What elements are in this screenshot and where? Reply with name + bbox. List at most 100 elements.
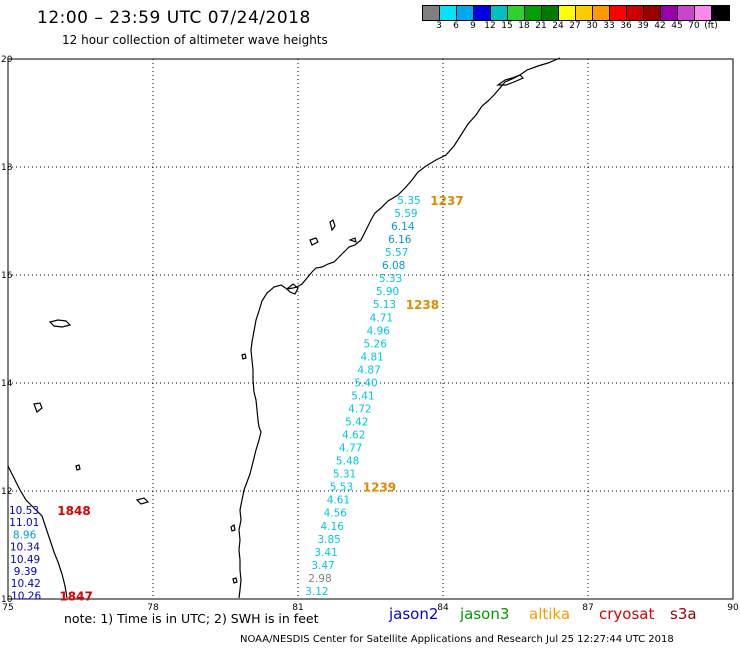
coastline-detail-5 (230, 524, 236, 532)
colorbar-label: 27 (569, 21, 581, 31)
x-axis-label: 81 (292, 603, 303, 613)
y-axis-label: 14 (1, 379, 13, 389)
colorbar-label: (ft) (704, 21, 718, 31)
coastline-india-east (238, 57, 561, 599)
colorbar-label: 36 (620, 21, 632, 31)
swh-value-altika: 6.16 (388, 234, 412, 246)
colorbar-swatch (508, 6, 525, 20)
satellite-legend-jason2: jason2 (389, 605, 439, 623)
coastline-krishna-delta (286, 283, 299, 295)
colorbar-swatch (576, 6, 593, 20)
colorbar-swatch (712, 6, 729, 20)
colorbar-label: 21 (535, 21, 547, 31)
swh-value-altika: 6.14 (391, 221, 415, 233)
colorbar-swatch (678, 6, 695, 20)
swh-value-altika: 5.48 (336, 456, 359, 468)
swh-value-altika: 5.33 (379, 273, 402, 285)
colorbar-label: 15 (501, 21, 513, 31)
satellite-legend-s3a: s3a (670, 605, 697, 623)
swh-value-altika: 2.98 (308, 573, 331, 585)
y-axis-label: 10 (1, 595, 13, 605)
colorbar-swatch (542, 6, 559, 20)
map-title: 12:00 – 23:59 UTC 07/24/2018 (37, 8, 311, 28)
colorbar-label: 33 (603, 21, 615, 31)
swh-value-cryosat: 10.53 (9, 505, 39, 517)
map-subtitle: 12 hour collection of altimeter wave hei… (62, 33, 328, 47)
x-axis-label: 75 (2, 603, 13, 613)
colorbar-swatch (661, 6, 678, 20)
colorbar-label: 9 (470, 21, 476, 31)
colorbar-label: 30 (586, 21, 598, 31)
map-grid (8, 59, 733, 599)
map-frame (7, 58, 734, 600)
swh-value-altika: 5.13 (373, 299, 396, 311)
footer-credit: NOAA/NESDIS Center for Satellite Applica… (240, 634, 674, 645)
colorbar-label: 24 (552, 21, 564, 31)
colorbar-swatch (491, 6, 508, 20)
swh-value-cryosat: 8.96 (13, 529, 37, 541)
swh-value-altika: 4.16 (321, 521, 345, 533)
footer-note: note: 1) Time is in UTC; 2) SWH is in fe… (64, 611, 319, 626)
coastline-detail-2 (309, 237, 319, 246)
colorbar-label: 6 (453, 21, 459, 31)
swh-value-altika: 5.57 (385, 247, 408, 259)
altimeter-tracks: 5.355.596.146.165.576.085.335.905.134.71… (9, 194, 464, 603)
colorbar-label: 39 (637, 21, 649, 31)
axis-labels: 75 78 81 84 87 90 20 18 16 14 12 10 (1, 55, 739, 613)
swh-value-altika: 5.26 (364, 338, 388, 350)
swh-value-altika: 4.71 (370, 312, 393, 324)
colorbar-swatch (627, 6, 644, 20)
pass-time-label: 1848 (57, 504, 90, 518)
x-axis-label: 87 (582, 603, 593, 613)
swh-value-cryosat: 10.26 (11, 590, 41, 602)
swh-value-altika: 4.87 (357, 364, 380, 376)
island-west-1 (48, 319, 72, 328)
pass-time-label: 1239 (363, 481, 396, 495)
y-axis-label: 18 (1, 163, 13, 173)
colorbar-swatch (525, 6, 542, 20)
swh-value-altika: 4.62 (342, 430, 365, 442)
satellite-legend-cryosat: cryosat (599, 605, 655, 623)
colorbar-swatch (474, 6, 491, 20)
swh-value-cryosat: 10.42 (11, 578, 41, 590)
swh-value-cryosat: 10.49 (10, 554, 40, 566)
y-axis-label: 16 (1, 271, 13, 281)
coastline-detail-1 (329, 219, 336, 232)
swh-value-altika: 4.96 (367, 325, 391, 337)
coastline-detail-4 (241, 353, 247, 360)
swh-value-altika: 3.12 (305, 586, 328, 598)
swh-value-altika: 4.77 (339, 443, 362, 455)
swh-value-altika: 5.42 (345, 417, 368, 429)
wave-height-colorbar (422, 5, 730, 21)
pass-time-label: 1847 (59, 589, 92, 603)
colorbar-swatch (610, 6, 627, 20)
colorbar-swatch (695, 6, 712, 20)
colorbar-label: 45 (671, 21, 683, 31)
colorbar-label: 18 (518, 21, 530, 31)
colorbar-swatch (644, 6, 661, 20)
swh-value-cryosat: 10.34 (10, 542, 40, 554)
colorbar-swatch (440, 6, 457, 20)
y-axis-label: 12 (1, 487, 12, 497)
colorbar-swatch (593, 6, 610, 20)
swh-value-altika: 4.81 (360, 351, 383, 363)
colorbar-swatch (423, 6, 440, 20)
swh-value-altika: 5.90 (376, 286, 399, 298)
coastline-detail-3 (348, 237, 357, 243)
swh-value-altika: 4.56 (324, 508, 348, 520)
satellite-legend-jason3: jason3 (460, 605, 510, 623)
swh-value-altika: 5.35 (397, 195, 420, 207)
swh-value-altika: 5.40 (354, 377, 377, 389)
coastline-detail-6 (232, 577, 238, 584)
satellite-legend-altika: altika (529, 605, 571, 623)
coastline-sri-lanka-edge (7, 465, 68, 599)
swh-value-altika: 5.59 (394, 208, 417, 220)
swh-value-cryosat: 11.01 (9, 517, 39, 529)
pass-time-label: 1237 (430, 194, 463, 208)
colorbar-label: 42 (654, 21, 666, 31)
colorbar-label: 12 (484, 21, 496, 31)
swh-value-altika: 5.41 (351, 390, 374, 402)
swh-value-altika: 6.08 (382, 260, 405, 272)
colorbar-label: 70 (688, 21, 700, 31)
